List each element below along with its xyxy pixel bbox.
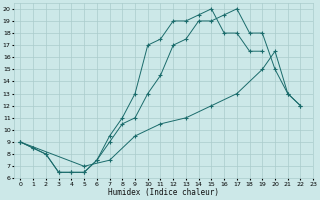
X-axis label: Humidex (Indice chaleur): Humidex (Indice chaleur) (108, 188, 219, 197)
